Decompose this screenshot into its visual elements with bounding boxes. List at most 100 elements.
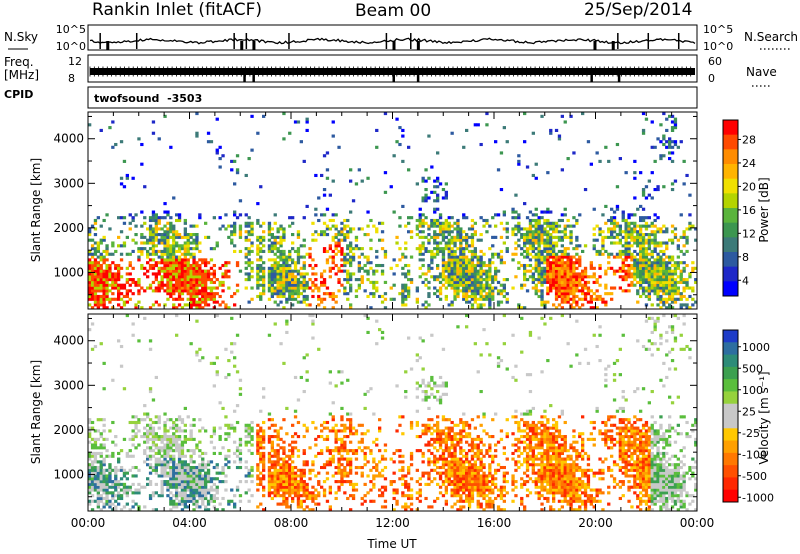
range-gate-cell bbox=[552, 258, 556, 262]
range-gate-cell bbox=[154, 221, 158, 225]
range-gate-cell bbox=[363, 263, 367, 268]
range-gate-cell bbox=[166, 269, 170, 273]
range-gate-cell bbox=[549, 283, 553, 287]
range-gate-cell bbox=[102, 289, 106, 293]
range-gate-cell bbox=[122, 185, 127, 189]
range-gate-cell bbox=[282, 446, 286, 450]
range-gate-cell bbox=[549, 210, 553, 214]
range-gate-cell bbox=[166, 289, 170, 293]
range-gate-cell bbox=[624, 233, 628, 237]
range-gate-cell bbox=[143, 432, 147, 436]
range-gate-cell bbox=[641, 258, 646, 262]
range-gate-cell bbox=[157, 283, 161, 287]
range-gate-cell bbox=[256, 218, 260, 223]
range-gate-cell bbox=[117, 289, 121, 293]
range-gate-cell bbox=[299, 485, 303, 489]
range-gate-cell bbox=[673, 292, 678, 296]
range-gate-cell bbox=[235, 449, 240, 453]
range-gate-cell bbox=[143, 241, 147, 245]
range-gate-cell bbox=[589, 261, 593, 265]
range-gate-cell bbox=[676, 297, 680, 301]
range-gate-cell bbox=[224, 347, 228, 351]
range-gate-cell bbox=[673, 297, 678, 301]
range-gate-cell bbox=[430, 224, 434, 228]
range-gate-cell bbox=[206, 269, 211, 273]
freq-tick-bottom: 8 bbox=[68, 72, 75, 85]
range-gate-cell bbox=[392, 154, 396, 158]
range-gate-cell bbox=[267, 333, 272, 337]
range-gate-cell bbox=[273, 280, 277, 284]
range-gate-cell bbox=[166, 252, 170, 256]
range-gate-cell bbox=[546, 280, 550, 284]
range-gate-cell bbox=[157, 474, 161, 478]
range-gate-cell bbox=[485, 294, 489, 299]
range-gate-cell bbox=[296, 252, 301, 256]
range-gate-cell bbox=[618, 255, 622, 259]
range-gate-cell bbox=[177, 457, 182, 461]
range-gate-cell bbox=[180, 499, 185, 503]
range-gate-cell bbox=[317, 480, 321, 484]
range-gate-cell bbox=[140, 162, 144, 166]
range-gate-cell bbox=[183, 252, 187, 256]
range-gate-cell bbox=[502, 210, 506, 214]
range-gate-cell bbox=[169, 235, 173, 239]
range-gate-cell bbox=[499, 255, 504, 259]
range-gate-cell bbox=[575, 238, 579, 242]
range-gate-cell bbox=[125, 252, 129, 256]
range-gate-cell bbox=[644, 258, 649, 262]
range-gate-cell bbox=[270, 289, 274, 293]
range-gate-cell bbox=[102, 460, 106, 464]
range-gate-cell bbox=[279, 471, 283, 475]
range-gate-cell bbox=[250, 275, 254, 279]
range-gate-cell bbox=[259, 482, 263, 486]
range-gate-cell bbox=[99, 272, 103, 276]
range-gate-cell bbox=[288, 283, 292, 287]
range-gate-cell bbox=[125, 176, 129, 180]
range-gate-cell bbox=[163, 463, 167, 467]
range-gate-cell bbox=[656, 252, 660, 256]
range-gate-cell bbox=[325, 460, 330, 464]
range-gate-cell bbox=[482, 294, 486, 299]
range-gate-cell bbox=[467, 283, 472, 287]
range-gate-cell bbox=[610, 221, 614, 225]
range-gate-cell bbox=[235, 446, 240, 450]
range-gate-cell bbox=[128, 454, 132, 458]
range-gate-cell bbox=[476, 238, 480, 242]
range-gate-cell bbox=[552, 272, 556, 276]
range-gate-cell bbox=[93, 485, 98, 489]
range-gate-cell bbox=[93, 252, 98, 256]
range-gate-cell bbox=[154, 443, 158, 447]
range-gate-cell bbox=[601, 213, 605, 217]
range-gate-cell bbox=[540, 252, 544, 256]
range-gate-cell bbox=[389, 266, 393, 270]
range-gate-cell bbox=[105, 252, 109, 256]
range-gate-cell bbox=[325, 292, 330, 296]
range-gate-cell bbox=[256, 477, 260, 481]
range-gate-cell bbox=[99, 480, 103, 484]
range-gate-cell bbox=[433, 179, 437, 183]
range-gate-cell bbox=[195, 300, 199, 304]
range-gate-cell bbox=[436, 252, 440, 256]
range-gate-cell bbox=[644, 227, 649, 231]
range-gate-cell bbox=[256, 131, 260, 135]
range-gate-cell bbox=[111, 378, 115, 382]
range-gate-cell bbox=[569, 292, 573, 296]
range-gate-cell bbox=[146, 446, 150, 450]
range-gate-cell bbox=[192, 499, 196, 503]
range-gate-cell bbox=[99, 286, 103, 290]
range-gate-cell bbox=[424, 235, 428, 239]
range-gate-cell bbox=[206, 294, 211, 299]
range-gate-cell bbox=[331, 306, 335, 310]
range-gate-cell bbox=[491, 280, 495, 284]
range-gate-cell bbox=[575, 221, 579, 225]
range-gate-cell bbox=[204, 485, 208, 489]
range-gate-cell bbox=[111, 261, 115, 265]
range-gate-cell bbox=[99, 263, 103, 268]
range-gate-cell bbox=[212, 384, 216, 388]
range-gate-cell bbox=[259, 275, 263, 279]
range-gate-cell bbox=[177, 283, 182, 287]
range-gate-cell bbox=[595, 224, 599, 228]
range-gate-cell bbox=[235, 420, 240, 425]
range-gate-cell bbox=[340, 249, 344, 254]
range-gate-cell bbox=[172, 241, 176, 245]
